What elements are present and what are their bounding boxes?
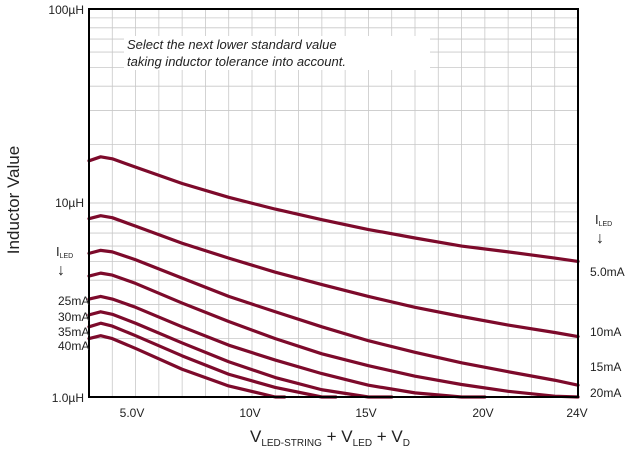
x-tick-label: 20V <box>472 406 494 420</box>
series-label-20ma: 20mA <box>590 386 622 400</box>
x-label-sub-1: LED-STRING <box>261 438 322 449</box>
right-iled-header: ILED <box>595 212 613 228</box>
x-tick-label: 24V <box>566 406 588 420</box>
series-label-15ma: 15mA <box>590 360 622 374</box>
x-tick-label: 10V <box>239 406 261 420</box>
series-line-50ma <box>87 155 580 263</box>
series-line-40ma <box>87 334 287 399</box>
y-tick-label: 10µH <box>55 196 84 210</box>
plot-frame <box>88 8 579 398</box>
x-label-part-1: V <box>249 427 262 446</box>
x-label-sub-3: D <box>402 438 411 449</box>
left-iled-header: ILED <box>56 244 74 260</box>
right-down-arrow-icon: ↓ <box>596 230 604 247</box>
x-label-part-3: + V <box>372 427 403 446</box>
series-label-30ma: 30mA <box>58 310 90 324</box>
series-line-10ma <box>87 214 580 339</box>
left-down-arrow-icon: ↓ <box>57 262 65 279</box>
series-label-10ma: 10mA <box>590 325 622 339</box>
x-label-sub-2: LED <box>352 438 373 449</box>
series-line-25ma <box>87 294 487 399</box>
series-line-35ma <box>87 321 338 399</box>
y-tick-label: 1.0µH <box>51 391 84 405</box>
x-axis-label: VLED-STRING + VLED + VD <box>200 427 460 449</box>
chart-annotation: Select the next lower standard value tak… <box>124 36 430 70</box>
x-tick-label: 15V <box>355 406 377 420</box>
annotation-line-1: Select the next lower standard value <box>127 37 337 52</box>
series-line-20ma <box>87 271 580 399</box>
x-tick-label: 5.0V <box>119 406 145 420</box>
y-tick-label: 100µH <box>48 3 84 17</box>
series-label-40ma: 40mA <box>58 339 90 353</box>
series-lines <box>87 155 580 399</box>
series-label-35ma: 35mA <box>58 325 90 339</box>
series-label-25ma: 25mA <box>58 294 90 308</box>
x-label-part-2: + V <box>321 427 353 446</box>
series-label-5ma: 5.0mA <box>590 265 625 279</box>
series-line-30ma <box>87 310 394 399</box>
annotation-line-2: taking inductor tolerance into account. <box>127 54 346 69</box>
series-line-15ma <box>87 248 580 387</box>
